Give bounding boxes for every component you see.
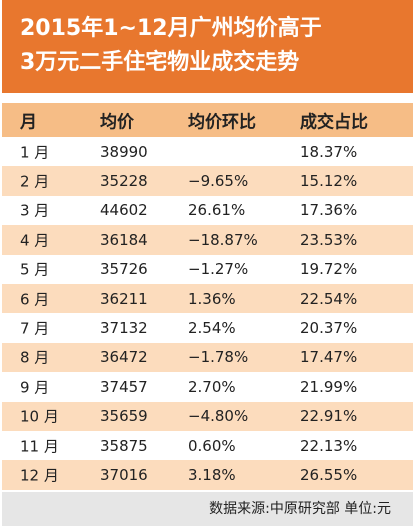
table-cell: 5 月 <box>20 260 50 279</box>
table-cell: 11 月 <box>20 437 59 456</box>
table-row: 5 月 35726 −1.27% 19.72% <box>2 255 413 284</box>
table-cell: 26.61% <box>188 201 246 220</box>
table-cell: 44602 <box>100 201 148 220</box>
table-cell: 36211 <box>100 289 148 308</box>
title-line: 3万元二手住宅物业成交走势 <box>20 50 300 75</box>
table-cell: 4 月 <box>20 231 50 250</box>
column-header: 均价环比 <box>188 112 256 133</box>
table-cell: 6 月 <box>20 290 50 309</box>
table-row: 6 月 36211 1.36% 22.54% <box>2 283 413 314</box>
table-cell: 36472 <box>100 348 148 367</box>
table-row: 3 月 44602 26.61% 17.36% <box>2 196 413 225</box>
table-cell: 19.72% <box>300 260 358 279</box>
table-cell: 20.37% <box>300 319 358 338</box>
table-cell: 37457 <box>100 377 148 396</box>
table-cell: 7 月 <box>20 319 50 338</box>
table-cell: 21.99% <box>300 377 358 396</box>
table-cell: 0.60% <box>188 436 236 455</box>
table-row: 2 月 35228 −9.65% 15.12% <box>2 166 413 196</box>
table-cell: 9 月 <box>20 378 50 397</box>
column-header: 成交占比 <box>300 112 368 133</box>
table-cell: 1 月 <box>20 143 50 162</box>
table-cell: 3.18% <box>188 465 236 484</box>
table-cell: −1.27% <box>188 260 249 279</box>
table-cell: −18.87% <box>188 230 258 249</box>
table: 月 均价 均价环比 成交占比 1 月 38990 18.37% 2 月 35228 −9.65% 1… <box>2 103 413 490</box>
table-cell: 37016 <box>100 465 148 484</box>
header-row: 月 均价 均价环比 成交占比 <box>2 103 413 137</box>
table-row: 10 月 35659 −4.80% 22.91% <box>2 401 413 431</box>
table-cell: 17.36% <box>300 201 358 220</box>
table-row: 9 月 37457 2.70% 21.99% <box>2 372 413 401</box>
table-cell: 35726 <box>100 260 148 279</box>
title-line: 2015年1~12月广州均价高于 <box>20 16 322 41</box>
table-cell: −1.78% <box>188 348 249 367</box>
table-cell: 2 月 <box>20 172 50 191</box>
table-cell: 8 月 <box>20 348 50 367</box>
table-cell: 35875 <box>100 436 148 455</box>
table-row: 11 月 35875 0.60% 22.13% <box>2 431 413 460</box>
table-row: 8 月 36472 −1.78% 17.47% <box>2 342 413 373</box>
table-cell: 38990 <box>100 142 148 161</box>
table-cell: 37132 <box>100 319 148 338</box>
table-cell: 12 月 <box>20 466 59 485</box>
column-header: 月 <box>20 112 37 133</box>
table-row: 1 月 38990 18.37% <box>2 137 413 166</box>
column-header: 均价 <box>100 112 134 133</box>
table-cell: 3 月 <box>20 201 50 220</box>
table-cell: 22.54% <box>300 289 358 308</box>
table-cell: 1.36% <box>188 289 236 308</box>
table-cell: −9.65% <box>188 172 249 191</box>
table-row: 12 月 37016 3.18% 26.55% <box>2 460 413 490</box>
footer: 数据来源:中原研究部 单位:元 <box>2 492 413 526</box>
title-block: 2015年1~12月广州均价高于 3万元二手住宅物业成交走势 <box>2 0 413 93</box>
table-cell: 10 月 <box>20 407 59 426</box>
table-cell: 22.13% <box>300 436 358 455</box>
table-cell: 2.70% <box>188 377 236 396</box>
table-cell: 2.54% <box>188 319 236 338</box>
table-cell: −4.80% <box>188 407 249 426</box>
table-row: 7 月 37132 2.54% 20.37% <box>2 313 413 342</box>
table-cell: 17.47% <box>300 348 358 367</box>
table-cell: 36184 <box>100 230 148 249</box>
table-cell: 23.53% <box>300 230 358 249</box>
table-cell: 22.91% <box>300 407 358 426</box>
table-cell: 15.12% <box>300 172 358 191</box>
table-cell: 35228 <box>100 172 148 191</box>
table-cell: 35659 <box>100 407 148 426</box>
table-row: 4 月 36184 −18.87% 23.53% <box>2 225 413 255</box>
table-cell: 18.37% <box>300 142 358 161</box>
table-cell: 26.55% <box>300 465 358 484</box>
